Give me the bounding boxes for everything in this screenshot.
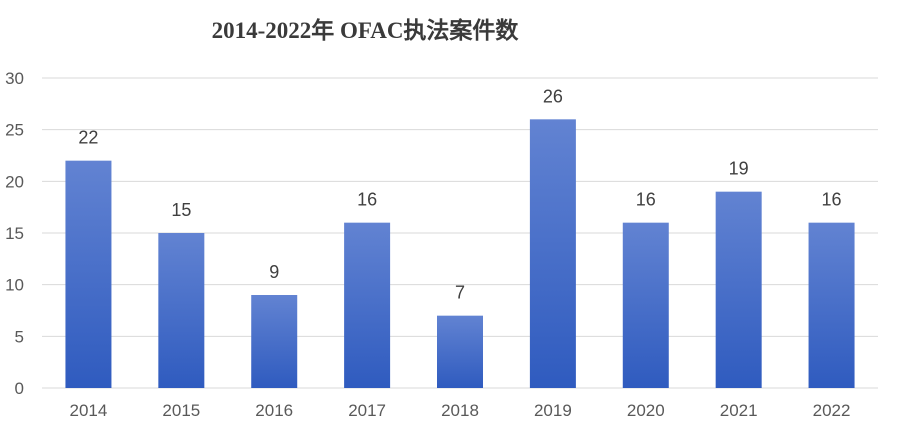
bar-2014 (65, 160, 112, 388)
chart-title: 2014-2022年 OFAC执法案件数 (212, 17, 520, 43)
x-tick-label-2018: 2018 (441, 401, 479, 420)
data-label-2021: 19 (729, 159, 749, 179)
y-tick-label: 20 (5, 172, 24, 191)
bar-2017 (344, 222, 391, 388)
bar-2015 (158, 233, 205, 388)
data-label-2014: 22 (78, 128, 98, 148)
data-label-2016: 9 (269, 262, 279, 282)
y-tick-label: 0 (15, 379, 24, 398)
x-tick-label-2017: 2017 (348, 401, 386, 420)
y-axis-ticks: 0 5 10 15 20 25 30 (5, 69, 24, 398)
data-label-2015: 15 (171, 200, 191, 220)
bar-2022 (808, 222, 855, 388)
x-tick-label-2014: 2014 (70, 401, 108, 420)
x-tick-label-2022: 2022 (813, 401, 851, 420)
bar-2016 (251, 295, 298, 388)
x-tick-label-2020: 2020 (627, 401, 665, 420)
x-axis-ticks: 2014 2015 2016 2017 2018 2019 2020 2021 2022 (70, 401, 851, 420)
x-tick-label-2021: 2021 (720, 401, 758, 420)
y-tick-label: 5 (15, 327, 24, 346)
y-tick-label: 30 (5, 69, 24, 88)
x-tick-label-2015: 2015 (162, 401, 200, 420)
data-label-2018: 7 (455, 283, 465, 303)
y-tick-label: 15 (5, 224, 24, 243)
data-label-2017: 16 (357, 190, 377, 210)
data-label-2022: 16 (822, 190, 842, 210)
bar-2020 (622, 222, 669, 388)
x-tick-label-2019: 2019 (534, 401, 572, 420)
y-tick-label: 25 (5, 121, 24, 140)
y-tick-label: 10 (5, 276, 24, 295)
bars (65, 119, 855, 388)
x-tick-label-2016: 2016 (255, 401, 293, 420)
data-labels: 22 15 9 16 7 26 16 19 16 (78, 86, 841, 302)
bar-2021 (715, 191, 762, 388)
data-label-2019: 26 (543, 86, 563, 106)
data-label-2020: 16 (636, 190, 656, 210)
bar-2018 (437, 315, 483, 388)
bar-2019 (529, 119, 576, 388)
